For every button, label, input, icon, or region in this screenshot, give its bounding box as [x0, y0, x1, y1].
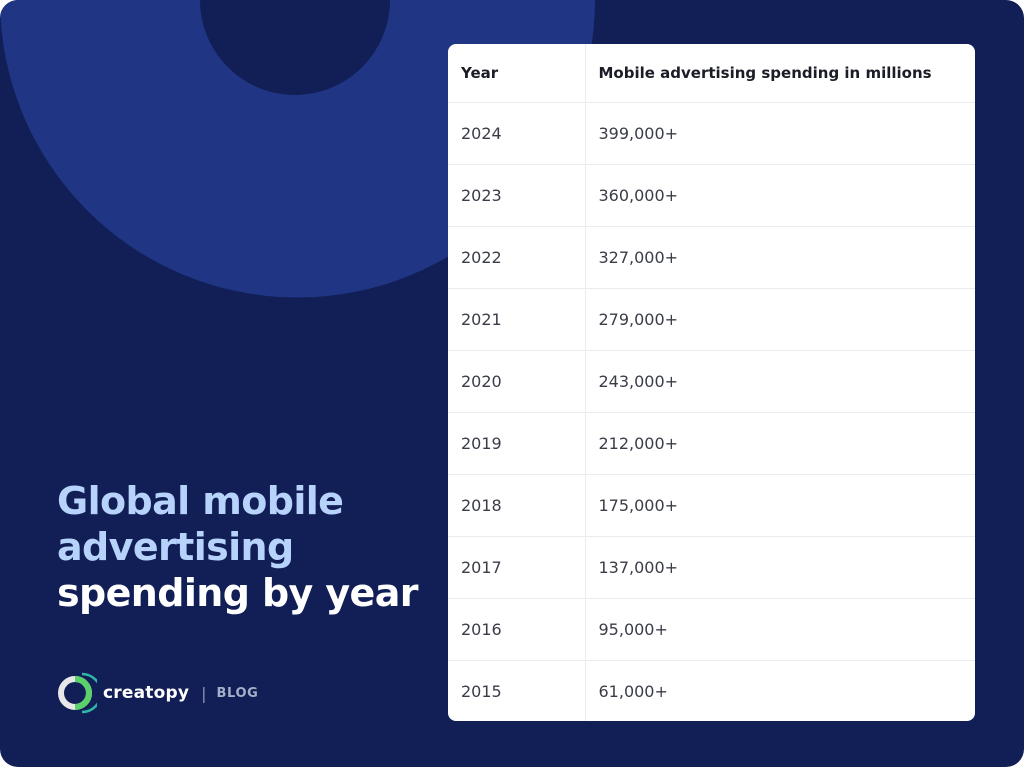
table-row: 2015 61,000+	[448, 660, 975, 721]
year-cell: 2019	[448, 412, 586, 475]
year-cell: 2023	[448, 164, 586, 227]
spending-cell: 279,000+	[585, 288, 975, 351]
spending-cell: 61,000+	[598, 682, 668, 701]
title-line-2: advertising	[57, 525, 294, 569]
table-row: 2019 212,000+	[448, 412, 975, 475]
page-title: Global mobile advertising spending by ye…	[57, 478, 437, 616]
year-cell: 2018	[448, 474, 586, 537]
spending-cell: 327,000+	[585, 226, 975, 289]
table-header-row: Year Mobile advertising spending in mill…	[448, 44, 975, 103]
spending-cell: 95,000+	[585, 598, 975, 661]
year-cell: 2020	[448, 350, 586, 413]
title-line-3: spending by year	[57, 571, 418, 615]
table-row: 2021 279,000+	[448, 288, 975, 351]
year-cell: 2015	[448, 660, 586, 721]
data-table-panel: Year Mobile advertising spending in mill…	[448, 44, 975, 721]
table-row: 2022 327,000+	[448, 226, 975, 289]
brand-section-label: BLOG	[216, 685, 259, 701]
spending-cell: 360,000+	[585, 164, 975, 227]
table-row: 2020 243,000+	[448, 350, 975, 413]
spending-table: Year Mobile advertising spending in mill…	[448, 44, 975, 721]
table-row: 2016 95,000+	[448, 598, 975, 661]
spending-cell: 175,000+	[585, 474, 975, 537]
spending-cell: 212,000+	[585, 412, 975, 475]
table-row: 2018 175,000+	[448, 474, 975, 537]
brand-separator: |	[201, 683, 207, 703]
spending-cell: 399,000+	[585, 102, 975, 165]
table-row: 2024 399,000+	[448, 102, 975, 165]
table-row: 2017 137,000+	[448, 536, 975, 599]
year-cell: 2017	[448, 536, 586, 599]
spending-cell: 243,000+	[585, 350, 975, 413]
column-header-year: Year	[448, 44, 586, 103]
table-row: 2023 360,000+	[448, 164, 975, 227]
brand-footer: creatopy | BLOG	[57, 670, 258, 716]
year-cell: 2021	[448, 288, 586, 351]
year-cell: 2024	[448, 102, 586, 165]
year-cell: 2016	[448, 598, 586, 661]
year-cell: 2022	[448, 226, 586, 289]
column-header-spending: Mobile advertising spending in millions	[585, 44, 975, 103]
brand-name: creatopy	[103, 683, 190, 703]
spending-cell: 137,000+	[585, 536, 975, 599]
creatopy-logo-icon	[58, 672, 97, 714]
title-line-1: Global mobile	[57, 479, 344, 523]
